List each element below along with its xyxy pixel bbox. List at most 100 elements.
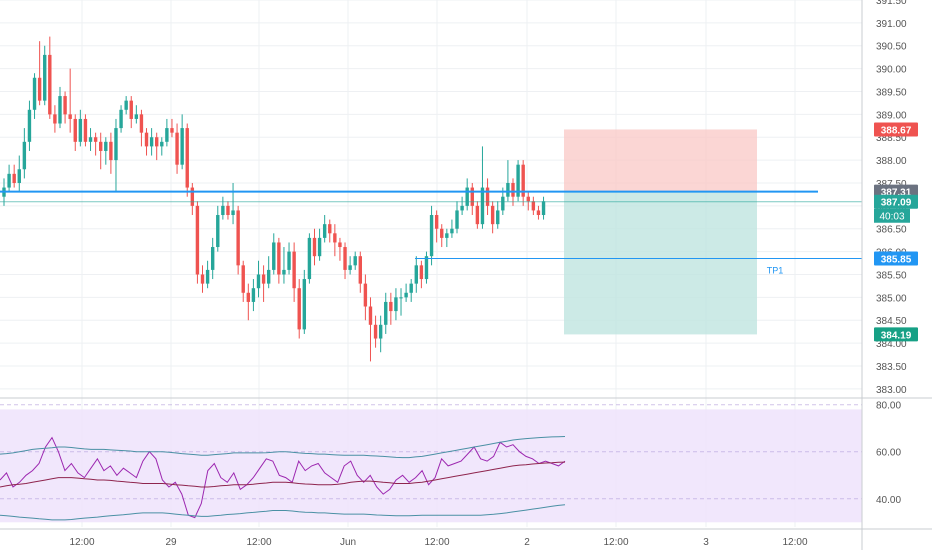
candle-body[interactable] (221, 205, 225, 216)
candle-body[interactable] (440, 228, 444, 238)
candle-body[interactable] (404, 292, 408, 298)
candle-body[interactable] (450, 228, 454, 234)
candle-body[interactable] (68, 114, 72, 119)
candle-body[interactable] (139, 114, 144, 133)
candle-body[interactable] (328, 224, 332, 234)
candle-body[interactable] (384, 301, 388, 325)
candle-body[interactable] (516, 164, 520, 197)
candle-body[interactable] (226, 205, 230, 216)
candle-body[interactable] (307, 237, 312, 280)
candle-body[interactable] (399, 297, 403, 299)
candle-body[interactable] (536, 210, 541, 216)
candle-body[interactable] (480, 187, 485, 225)
candle-body[interactable] (373, 324, 378, 339)
candle-body[interactable] (144, 132, 149, 147)
rsi-ma-line[interactable] (0, 461, 566, 488)
candle-body[interactable] (521, 164, 525, 197)
candle-body[interactable] (266, 269, 271, 284)
candle-body[interactable] (78, 118, 83, 142)
candle-body[interactable] (465, 187, 469, 206)
candle-body[interactable] (119, 109, 123, 129)
candle-body[interactable] (409, 283, 413, 293)
candle-body[interactable] (292, 251, 296, 289)
take-profit-zone[interactable] (564, 191, 757, 335)
candle-body[interactable] (460, 205, 464, 211)
candle-body[interactable] (205, 269, 210, 284)
candle-body[interactable] (63, 96, 67, 115)
candle-body[interactable] (322, 224, 327, 238)
candle-body[interactable] (506, 182, 510, 197)
candle-body[interactable] (333, 233, 337, 243)
candle-body[interactable] (490, 205, 495, 225)
candle-body[interactable] (12, 173, 16, 183)
candle-body[interactable] (17, 169, 21, 183)
candle-body[interactable] (434, 215, 439, 229)
candle-body[interactable] (475, 205, 480, 225)
candle-body[interactable] (175, 132, 179, 165)
candle-body[interactable] (414, 265, 418, 284)
candle-body[interactable] (104, 141, 108, 151)
candle-body[interactable] (317, 237, 322, 257)
candle-body[interactable] (312, 237, 317, 257)
candle-body[interactable] (134, 114, 139, 119)
candle-body[interactable] (348, 265, 352, 270)
candle-body[interactable] (343, 247, 347, 270)
candle-body[interactable] (58, 96, 62, 124)
candle-body[interactable] (496, 210, 500, 225)
candle-body[interactable] (277, 242, 281, 275)
candle-body[interactable] (419, 265, 424, 280)
candle-body[interactable] (501, 196, 505, 211)
rsi-pane[interactable] (0, 404, 862, 523)
candle-body[interactable] (302, 279, 307, 330)
rsi-line[interactable] (0, 436, 566, 519)
rsi-upper-band[interactable] (0, 436, 566, 459)
candle-body[interactable] (27, 109, 32, 142)
candle-body[interactable] (43, 54, 47, 101)
rsi-lower-band[interactable] (0, 504, 566, 521)
candle-body[interactable] (353, 256, 357, 266)
candle-body[interactable] (378, 324, 383, 339)
candle-body[interactable] (93, 137, 98, 142)
candle-body[interactable] (236, 210, 240, 266)
candle-body[interactable] (256, 274, 261, 289)
candle-body[interactable] (470, 187, 474, 206)
candle-body[interactable] (73, 118, 77, 142)
candle-body[interactable] (511, 182, 515, 197)
candle-body[interactable] (180, 128, 184, 165)
candle-body[interactable] (160, 141, 164, 147)
candle-body[interactable] (251, 288, 256, 302)
candle-body[interactable] (32, 77, 37, 110)
candle-body[interactable] (261, 274, 266, 284)
candle-body[interactable] (272, 242, 276, 270)
candle-body[interactable] (129, 100, 133, 119)
candle-body[interactable] (88, 137, 93, 142)
candle-body[interactable] (185, 128, 189, 188)
candle-body[interactable] (246, 292, 251, 302)
candle-body[interactable] (338, 242, 342, 248)
candle-body[interactable] (216, 215, 220, 248)
candle-body[interactable] (297, 288, 301, 330)
candle-body[interactable] (368, 306, 373, 325)
candle-body[interactable] (53, 114, 57, 124)
candle-body[interactable] (124, 100, 128, 110)
candle-body[interactable] (170, 128, 174, 133)
candle-body[interactable] (99, 141, 103, 151)
candle-body[interactable] (363, 283, 368, 307)
candle-body[interactable] (200, 274, 205, 284)
candle-body[interactable] (358, 256, 362, 284)
candle-body[interactable] (424, 256, 429, 280)
candle-body[interactable] (282, 269, 286, 275)
candle-body[interactable] (22, 141, 27, 170)
candle-body[interactable] (109, 141, 113, 161)
candlesticks[interactable] (2, 36, 546, 362)
candle-body[interactable] (155, 137, 159, 147)
level-lines[interactable]: TP1 (0, 190, 862, 276)
candle-body[interactable] (429, 215, 434, 257)
candle-body[interactable] (83, 118, 88, 142)
candle-body[interactable] (7, 173, 11, 188)
candle-body[interactable] (48, 54, 52, 115)
candle-body[interactable] (195, 205, 200, 275)
candle-body[interactable] (526, 196, 530, 202)
candle-body[interactable] (231, 210, 235, 216)
